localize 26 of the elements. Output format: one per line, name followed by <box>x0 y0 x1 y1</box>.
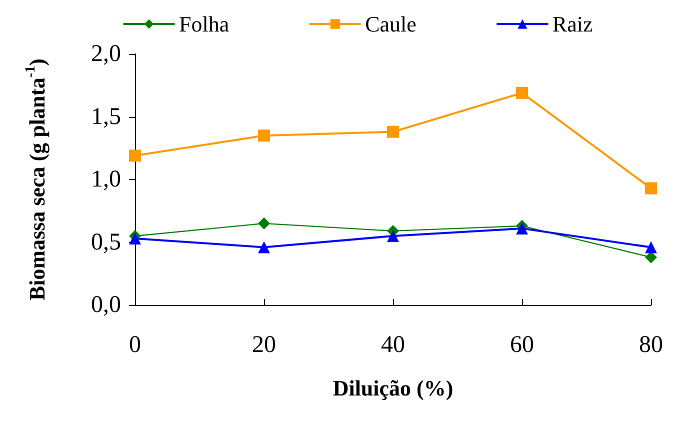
x-tick-label: 40 <box>381 332 405 358</box>
y-tick-label: 1,0 <box>91 166 121 192</box>
x-tick-label: 60 <box>510 332 534 358</box>
point <box>129 150 141 162</box>
point <box>516 86 528 99</box>
point <box>129 232 141 244</box>
y-tick-label: 2,0 <box>91 41 121 67</box>
legend-label: Caule <box>365 12 416 36</box>
point <box>645 241 657 254</box>
point <box>516 222 528 234</box>
y-tick-label: 0,0 <box>91 292 121 318</box>
point <box>258 241 270 254</box>
y-tick-label: 0,5 <box>91 229 121 256</box>
y-axis-title: Biomassa seca (g planta-1) <box>24 58 50 301</box>
point <box>387 230 399 242</box>
legend-label: Folha <box>179 12 230 36</box>
point <box>258 217 270 230</box>
x-tick-label: 20 <box>252 332 276 358</box>
y-tick-label: 1,5 <box>91 104 121 130</box>
x-tick-label: 0 <box>129 332 141 358</box>
point <box>387 126 399 138</box>
legend-label: Raiz <box>552 12 593 36</box>
point <box>258 130 270 142</box>
x-tick-label: 80 <box>639 332 663 358</box>
x-axis-title: Diluição (%) <box>332 376 454 400</box>
point <box>645 182 657 194</box>
